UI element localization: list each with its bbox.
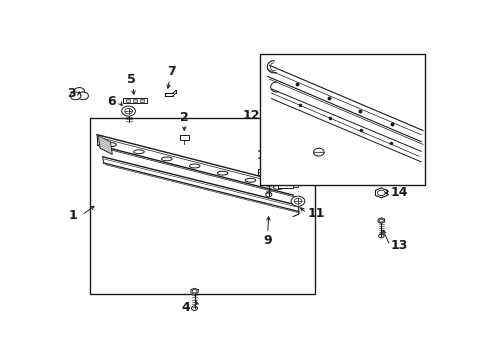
Bar bbox=[126, 99, 130, 102]
Text: 15: 15 bbox=[302, 148, 320, 161]
Circle shape bbox=[70, 92, 81, 100]
Circle shape bbox=[122, 106, 135, 116]
Bar bbox=[133, 99, 137, 102]
Text: 8: 8 bbox=[290, 172, 299, 185]
Text: 7: 7 bbox=[166, 65, 175, 78]
Circle shape bbox=[294, 198, 301, 204]
Circle shape bbox=[124, 108, 132, 114]
Text: 9: 9 bbox=[263, 234, 271, 247]
Text: 4: 4 bbox=[181, 301, 189, 314]
Text: 14: 14 bbox=[390, 186, 407, 199]
Circle shape bbox=[313, 148, 324, 156]
Bar bbox=[292, 185, 297, 187]
Bar bbox=[122, 98, 147, 103]
Ellipse shape bbox=[133, 150, 144, 154]
Bar bbox=[258, 169, 269, 175]
Ellipse shape bbox=[161, 157, 172, 161]
Ellipse shape bbox=[189, 164, 200, 168]
Bar bbox=[277, 177, 284, 188]
Bar bbox=[260, 54, 424, 185]
Bar bbox=[140, 99, 143, 102]
Ellipse shape bbox=[244, 178, 255, 182]
Text: 13: 13 bbox=[390, 239, 407, 252]
Bar bbox=[180, 135, 188, 140]
Text: 6: 6 bbox=[107, 95, 116, 108]
Text: 3: 3 bbox=[67, 87, 75, 100]
Polygon shape bbox=[98, 136, 112, 154]
Bar bbox=[89, 118, 314, 294]
Text: 2: 2 bbox=[180, 111, 188, 123]
Ellipse shape bbox=[105, 143, 116, 147]
Text: 12: 12 bbox=[242, 109, 260, 122]
Ellipse shape bbox=[272, 185, 283, 189]
Ellipse shape bbox=[217, 171, 227, 175]
Polygon shape bbox=[190, 288, 198, 294]
Circle shape bbox=[290, 196, 304, 206]
Polygon shape bbox=[264, 175, 272, 181]
Text: 1: 1 bbox=[68, 208, 77, 221]
Circle shape bbox=[78, 92, 88, 100]
Text: 10: 10 bbox=[257, 149, 274, 162]
Text: 5: 5 bbox=[126, 73, 135, 86]
Bar bbox=[277, 184, 292, 188]
Polygon shape bbox=[377, 218, 384, 223]
Text: 11: 11 bbox=[307, 207, 325, 220]
Circle shape bbox=[74, 87, 84, 95]
